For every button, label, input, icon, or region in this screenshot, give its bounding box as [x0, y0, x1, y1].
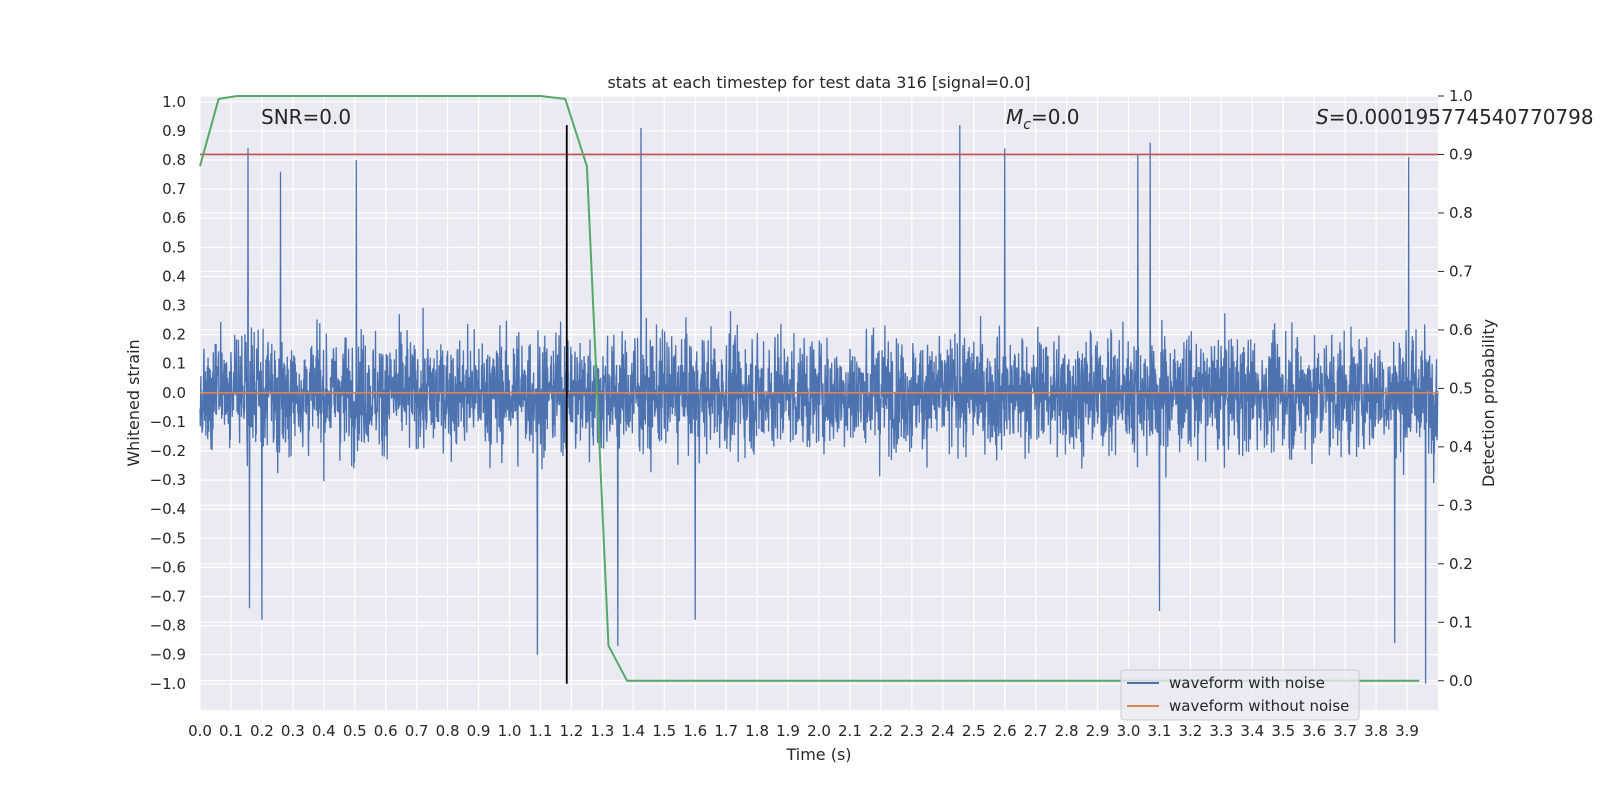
x-tick-label: 3.3	[1209, 722, 1233, 740]
y2-tick-label: 1.0	[1449, 87, 1473, 105]
snr-annotation: SNR=0.0	[261, 105, 351, 129]
y2-tick-label: 0.5	[1449, 379, 1473, 397]
y-tick-label: −0.7	[150, 588, 186, 606]
x-tick-label: 2.2	[869, 722, 893, 740]
y-tick-label: 0.7	[162, 180, 186, 198]
x-tick-label: 1.6	[683, 722, 707, 740]
x-tick-label: 2.7	[1024, 722, 1048, 740]
y-axis-label: Whitened strain	[124, 339, 143, 466]
x-tick-label: 1.1	[529, 722, 553, 740]
waveform-with-noise-trace	[199, 125, 1439, 684]
y-tick-label: 0.1	[162, 355, 186, 373]
x-tick-label: 2.4	[931, 722, 955, 740]
x-tick-label: 3.1	[1148, 722, 1172, 740]
s-annotation: S=0.00019577454077079​8	[1316, 105, 1594, 129]
x-tick-label: 2.9	[1086, 722, 1110, 740]
x-tick-label: 3.9	[1395, 722, 1419, 740]
x-tick-label: 0.3	[281, 722, 305, 740]
x-tick-label: 0.4	[312, 722, 336, 740]
x-tick-label: 3.6	[1302, 722, 1326, 740]
x-tick-label: 1.9	[776, 722, 800, 740]
waveform-with-noise-series	[199, 125, 1439, 684]
x-tick-label: 1.3	[590, 722, 614, 740]
chart-title: stats at each timestep for test data 316…	[607, 73, 1030, 92]
detection-probability-line	[199, 95, 1420, 682]
x-tick-label: 0.6	[374, 722, 398, 740]
x-tick-label: 0.9	[467, 722, 491, 740]
s-value: =0.00019577454077079​8	[1329, 105, 1594, 129]
legend-box	[1120, 669, 1360, 721]
x-tick-label: 3.8	[1364, 722, 1388, 740]
y-tick-label: 1.0	[162, 93, 186, 111]
x-tick-label: 3.7	[1333, 722, 1357, 740]
y2-tick-label: 0.7	[1449, 262, 1473, 280]
mc-annotation: Mc=0.0	[1006, 105, 1080, 133]
mc-subscript: c	[1023, 117, 1031, 133]
y2-tick-labels: 1.0 0.9 0.8 0.7 0.6 0.5 0.4 0.3 0.2 0.1 0.0	[1438, 87, 1473, 690]
x-tick-label: 1.5	[652, 722, 676, 740]
s-symbol: S	[1316, 105, 1329, 129]
mc-value: =0.0	[1031, 105, 1080, 129]
x-tick-label: 2.0	[807, 722, 831, 740]
x-axis-label: Time (s)	[785, 745, 851, 764]
y2-tick-label: 0.8	[1449, 204, 1473, 222]
x-tick-label: 1.0	[498, 722, 522, 740]
x-tick-label: 2.8	[1055, 722, 1079, 740]
y-tick-label: −1.0	[150, 675, 186, 693]
x-tick-label: 1.4	[621, 722, 645, 740]
x-tick-label: 0.7	[405, 722, 429, 740]
x-tick-label: 2.6	[993, 722, 1017, 740]
x-tick-label: 0.5	[343, 722, 367, 740]
y-tick-label: 0.6	[162, 209, 186, 227]
x-tick-label: 3.5	[1271, 722, 1295, 740]
y2-tick-label: 0.9	[1449, 145, 1473, 163]
y2-axis-label: Detection probability	[1479, 319, 1498, 487]
y-tick-label: 0.4	[162, 267, 186, 285]
y2-tick-label: 0.3	[1449, 496, 1473, 514]
x-tick-label: 3.2	[1178, 722, 1202, 740]
y-tick-label: 0.0	[162, 384, 186, 402]
legend: waveform with noise waveform without noi…	[1120, 669, 1360, 721]
y-tick-label: 0.2	[162, 326, 186, 344]
y-tick-label: −0.1	[150, 413, 186, 431]
y-tick-label: −0.5	[150, 529, 186, 547]
y-tick-label: 0.3	[162, 297, 186, 315]
x-tick-label: 0.2	[250, 722, 274, 740]
y-tick-label: −0.8	[150, 617, 186, 635]
x-tick-labels: 0.0 0.1 0.2 0.3 0.4 0.5 0.6 0.7 0.8 0.9 1.0 1.1 1.2 1…	[188, 722, 1419, 740]
y-tick-label: 0.8	[162, 151, 186, 169]
y-tick-label: 0.5	[162, 238, 186, 256]
y-tick-label: −0.4	[150, 500, 186, 518]
y2-tick-label: 0.0	[1449, 672, 1473, 690]
x-tick-label: 2.1	[838, 722, 862, 740]
y2-tick-label: 0.1	[1449, 613, 1473, 631]
x-tick-label: 1.7	[714, 722, 738, 740]
x-tick-label: 2.3	[900, 722, 924, 740]
x-tick-label: 0.0	[188, 722, 212, 740]
legend-label-noise: waveform with noise	[1169, 674, 1325, 692]
x-tick-label: 3.4	[1240, 722, 1264, 740]
y2-tick-label: 0.4	[1449, 438, 1473, 456]
mc-symbol: M	[1006, 105, 1023, 129]
legend-label-clean: waveform without noise	[1169, 697, 1349, 715]
x-tick-label: 2.5	[962, 722, 986, 740]
y-tick-label: 0.9	[162, 122, 186, 140]
x-tick-label: 1.8	[745, 722, 769, 740]
y-tick-label: −0.9	[150, 646, 186, 664]
y-tick-label: −0.2	[150, 442, 186, 460]
y-tick-labels: 1.0 0.9 0.8 0.7 0.6 0.5 0.4 0.3 0.2 0.1 0.0 −0.1 −0.…	[150, 93, 186, 693]
x-tick-label: 3.0	[1117, 722, 1141, 740]
x-tick-label: 0.1	[219, 722, 243, 740]
x-tick-label: 1.2	[559, 722, 583, 740]
y2-tick-label: 0.6	[1449, 321, 1473, 339]
y-tick-label: −0.6	[150, 558, 186, 576]
x-tick-label: 0.8	[436, 722, 460, 740]
y2-tick-label: 0.2	[1449, 555, 1473, 573]
y-tick-label: −0.3	[150, 471, 186, 489]
